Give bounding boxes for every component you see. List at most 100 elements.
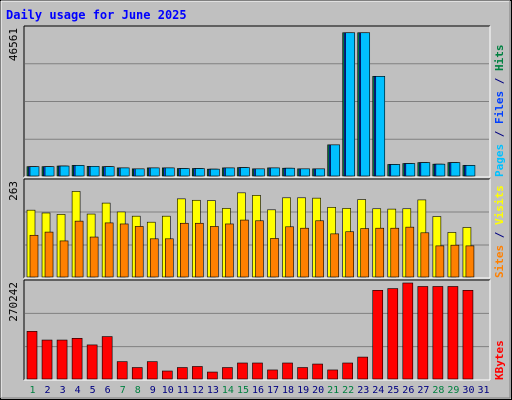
kbytes-bar	[222, 367, 233, 380]
sites-bar	[420, 232, 430, 278]
series-axis-label-part: Visits	[493, 185, 506, 225]
kbytes-bar	[101, 336, 113, 380]
pages-bar	[44, 166, 55, 177]
pages-bar	[255, 168, 265, 177]
sites-bar	[390, 227, 400, 278]
kbytes-bar	[86, 344, 98, 380]
series-axis-label-part: /	[493, 124, 506, 144]
pages-bar	[59, 165, 70, 177]
kbytes-bar	[26, 331, 38, 380]
pages-bar	[134, 168, 145, 177]
sites-bar	[195, 222, 204, 278]
pages-bar	[164, 167, 175, 177]
pages-bar	[270, 167, 280, 177]
sites-bar	[225, 223, 234, 278]
pages-bar	[435, 163, 446, 177]
day-label: 3	[60, 385, 66, 396]
day-label: 10	[162, 385, 174, 396]
series-axis-label-part: Hits	[493, 45, 506, 72]
series-axis-label-part: /	[493, 71, 506, 91]
kbytes-bar	[146, 361, 158, 380]
sites-bar	[330, 233, 339, 278]
day-label: 14	[222, 385, 234, 396]
sites-bar	[300, 227, 309, 278]
day-label: 16	[252, 385, 264, 396]
day-label: 25	[387, 385, 399, 396]
series-axis-label-part: /	[493, 225, 506, 245]
sites-bar	[104, 222, 114, 278]
kbytes-bar	[252, 362, 263, 380]
day-label: 5	[90, 385, 96, 396]
pages-bar	[89, 166, 100, 177]
pages-bar	[225, 167, 235, 177]
day-label: 17	[267, 385, 279, 396]
sites-bar	[240, 219, 249, 278]
sites-bar	[255, 220, 264, 278]
sites-bar	[345, 231, 354, 278]
sites-bar	[119, 223, 129, 278]
pages-bar	[180, 168, 190, 177]
y-max-label: 263	[7, 181, 20, 201]
sites-bar	[149, 238, 159, 278]
y-max-label: 270242	[7, 282, 20, 322]
kbytes-bar	[177, 367, 188, 380]
day-label: 24	[372, 385, 384, 396]
kbytes-bar	[417, 286, 429, 380]
sites-bar	[285, 226, 294, 278]
pages-bar	[405, 163, 416, 177]
pages-bar	[285, 167, 295, 177]
kbytes-bar	[297, 367, 308, 380]
sites-bar	[270, 238, 279, 278]
sites-bar	[465, 245, 475, 278]
pages-bar	[195, 168, 205, 177]
sites-bar	[74, 220, 84, 278]
day-label: 26	[402, 385, 414, 396]
series-axis-label-part: Pages	[493, 144, 506, 177]
pages-bar	[104, 166, 115, 177]
pages-bar	[420, 162, 431, 177]
day-label: 27	[417, 385, 429, 396]
pages-bar	[119, 167, 130, 177]
sites-bar	[44, 231, 54, 278]
pages-bar	[465, 165, 476, 177]
series-axis-label: Sites / Visits	[493, 185, 506, 278]
kbytes-bar	[56, 339, 68, 380]
pages-bar	[360, 32, 371, 177]
sites-bar	[315, 220, 324, 278]
kbytes-bar	[161, 370, 173, 380]
kbytes-bar	[312, 363, 323, 380]
day-label: 1	[30, 385, 36, 396]
day-label: 8	[135, 385, 141, 396]
sites-bar	[59, 240, 69, 278]
day-label: 13	[207, 385, 219, 396]
sites-bar	[435, 245, 445, 278]
day-label: 19	[297, 385, 309, 396]
day-label: 20	[312, 385, 324, 396]
kbytes-bar	[282, 362, 293, 380]
pages-bar	[390, 164, 401, 177]
series-axis-label-part: Files	[493, 91, 506, 124]
day-label: 21	[327, 385, 339, 396]
pages-bar	[450, 162, 461, 177]
kbytes-bar	[357, 356, 369, 380]
kbytes-bar	[131, 367, 143, 380]
day-label: 23	[357, 385, 369, 396]
kbytes-bar	[41, 339, 53, 380]
chart-title: Daily usage for June 2025	[6, 8, 187, 22]
day-label: 9	[150, 385, 156, 396]
pages-bar	[375, 76, 386, 177]
kbytes-bar	[192, 366, 203, 380]
day-label: 6	[105, 385, 111, 396]
y-max-label: 46561	[7, 28, 20, 61]
day-label: 31	[477, 385, 489, 396]
day-label: 7	[120, 385, 126, 396]
panel-kbytes: 270242 KBytes	[7, 279, 506, 381]
sites-bar	[210, 226, 219, 278]
pages-bar	[330, 144, 340, 177]
panel-hits-files-pages: 46561 Pages / Files / Hits	[7, 25, 506, 178]
kbytes-bar	[462, 290, 474, 380]
day-label: 2	[45, 385, 51, 396]
pages-bar	[149, 167, 160, 177]
pages-bar	[29, 166, 40, 177]
